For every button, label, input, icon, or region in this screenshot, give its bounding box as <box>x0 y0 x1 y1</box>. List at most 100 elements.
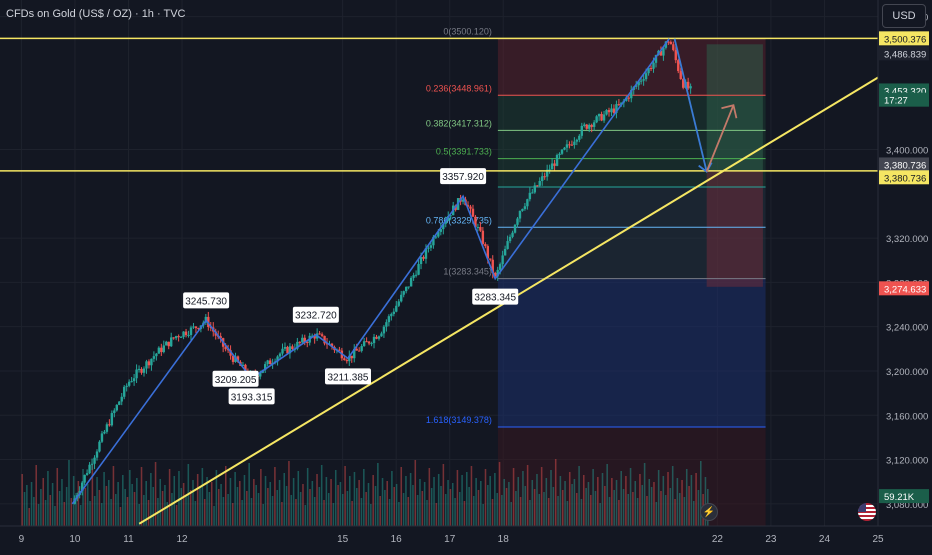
volume-bar <box>260 469 262 526</box>
candle-body <box>543 176 546 178</box>
volume-bar <box>625 476 627 526</box>
currency-button[interactable]: USD <box>882 4 926 28</box>
candle-body <box>518 210 522 219</box>
candle-body <box>617 104 621 106</box>
volume-bar <box>671 466 674 526</box>
candle-body <box>479 227 482 231</box>
volume-bar <box>517 477 520 526</box>
volume-bar <box>189 490 192 526</box>
candle-body <box>481 230 485 245</box>
volume-bar <box>117 482 119 526</box>
price-label: 3,500.376 <box>884 34 926 45</box>
candle-body <box>98 441 101 452</box>
fib-label: 0.382(3417.312) <box>426 118 492 128</box>
price-label: 3,486.839 <box>884 49 926 60</box>
volume-bar <box>339 482 342 526</box>
candle-body <box>387 316 391 323</box>
y-tick-label: 3,320.000 <box>886 234 928 245</box>
volume-bar <box>136 478 138 526</box>
volume-bar <box>381 478 384 526</box>
volume-bar <box>512 468 515 526</box>
candle-body <box>642 79 645 81</box>
volume-bar <box>491 499 494 526</box>
volume-bar <box>566 501 569 526</box>
pivot-label: 3193.315 <box>231 392 273 403</box>
candle-body <box>197 328 200 330</box>
volume-bar <box>695 473 697 526</box>
volume-bar <box>428 468 431 526</box>
volume-bar <box>86 484 89 526</box>
candle-body <box>350 355 353 359</box>
candle-body <box>600 113 603 121</box>
price-label: 3,453.320 <box>884 86 926 97</box>
candle-body <box>531 192 534 194</box>
candle-body <box>469 206 472 209</box>
candle-body <box>80 482 84 492</box>
volume-bar <box>337 485 339 526</box>
volume-bar <box>42 478 45 526</box>
volume-bar <box>304 505 307 526</box>
volume-bar <box>327 493 330 526</box>
candle-body <box>689 86 692 89</box>
volume-bar <box>178 471 180 526</box>
price-label-box <box>879 489 929 504</box>
volume-bar <box>267 488 269 526</box>
candle-body <box>588 124 591 129</box>
volume-bar <box>639 474 641 526</box>
volume-bar <box>384 490 386 526</box>
candle-body <box>637 81 640 86</box>
candle-body <box>573 141 576 145</box>
candle-body <box>432 236 435 246</box>
volume-bar <box>243 475 246 526</box>
volume-bar <box>274 467 276 526</box>
candle-body <box>498 264 502 270</box>
candle-body <box>155 353 158 357</box>
candle-body <box>417 264 420 275</box>
replay-icon[interactable]: ⚡ <box>700 503 718 521</box>
volume-bar <box>175 505 178 526</box>
candle-body <box>679 71 682 80</box>
volume-bar <box>84 488 87 526</box>
candle-body <box>167 341 170 347</box>
volume-bar <box>241 500 243 526</box>
volume-bar <box>365 492 367 526</box>
candle-body <box>310 335 314 337</box>
volume-bar <box>213 506 215 526</box>
candle-body <box>414 274 418 276</box>
price-label-box <box>879 46 929 61</box>
candle-body <box>110 413 114 426</box>
volume-bar <box>147 500 150 526</box>
candle-body <box>461 199 465 202</box>
volume-bar <box>54 506 56 526</box>
volume-bar <box>150 473 152 526</box>
candle-body <box>382 326 386 334</box>
volume-bar <box>126 497 129 526</box>
candle-body <box>266 360 269 365</box>
volume-bar <box>320 465 323 526</box>
volume-bar <box>171 493 173 526</box>
pivot-label: 3232.720 <box>295 311 337 322</box>
volume-bar <box>391 471 393 526</box>
volume-bar <box>341 494 344 526</box>
candle-body <box>105 424 109 432</box>
candle-body <box>142 368 146 373</box>
volume-bar <box>206 477 208 526</box>
candle-body <box>476 227 480 229</box>
volume-bar <box>575 493 578 526</box>
volume-bar <box>580 499 583 526</box>
volume-bar <box>196 474 199 526</box>
price-label-box <box>879 281 929 296</box>
volume-bar <box>58 491 61 526</box>
candle-body <box>508 236 512 242</box>
volume-bar <box>98 490 101 526</box>
candle-body <box>494 272 497 277</box>
volume-bar <box>533 489 536 526</box>
volume-bar <box>468 487 470 526</box>
volume-bar <box>61 479 63 526</box>
volume-bar <box>522 471 524 526</box>
x-tick-label: 24 <box>819 534 831 545</box>
candle-body <box>429 245 433 248</box>
fib-label: 0.236(3448.961) <box>426 83 492 93</box>
